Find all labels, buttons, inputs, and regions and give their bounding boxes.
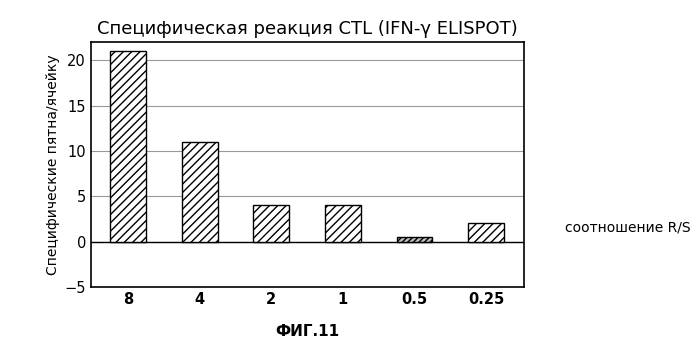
Text: ФИГ.11: ФИГ.11 [275, 324, 339, 339]
Bar [110, 51, 146, 241]
Y-axis label: Специфические пятна/ячейку: Специфические пятна/ячейку [46, 54, 60, 275]
Text: соотношение R/S: соотношение R/S [565, 220, 691, 234]
Bar [396, 237, 432, 241]
Bar [325, 205, 361, 241]
Title: Специфическая реакция CTL (IFN-γ ELISPOT): Специфическая реакция CTL (IFN-γ ELISPOT… [97, 20, 517, 38]
Bar [253, 205, 289, 241]
Bar [182, 142, 218, 241]
Bar [468, 224, 504, 241]
